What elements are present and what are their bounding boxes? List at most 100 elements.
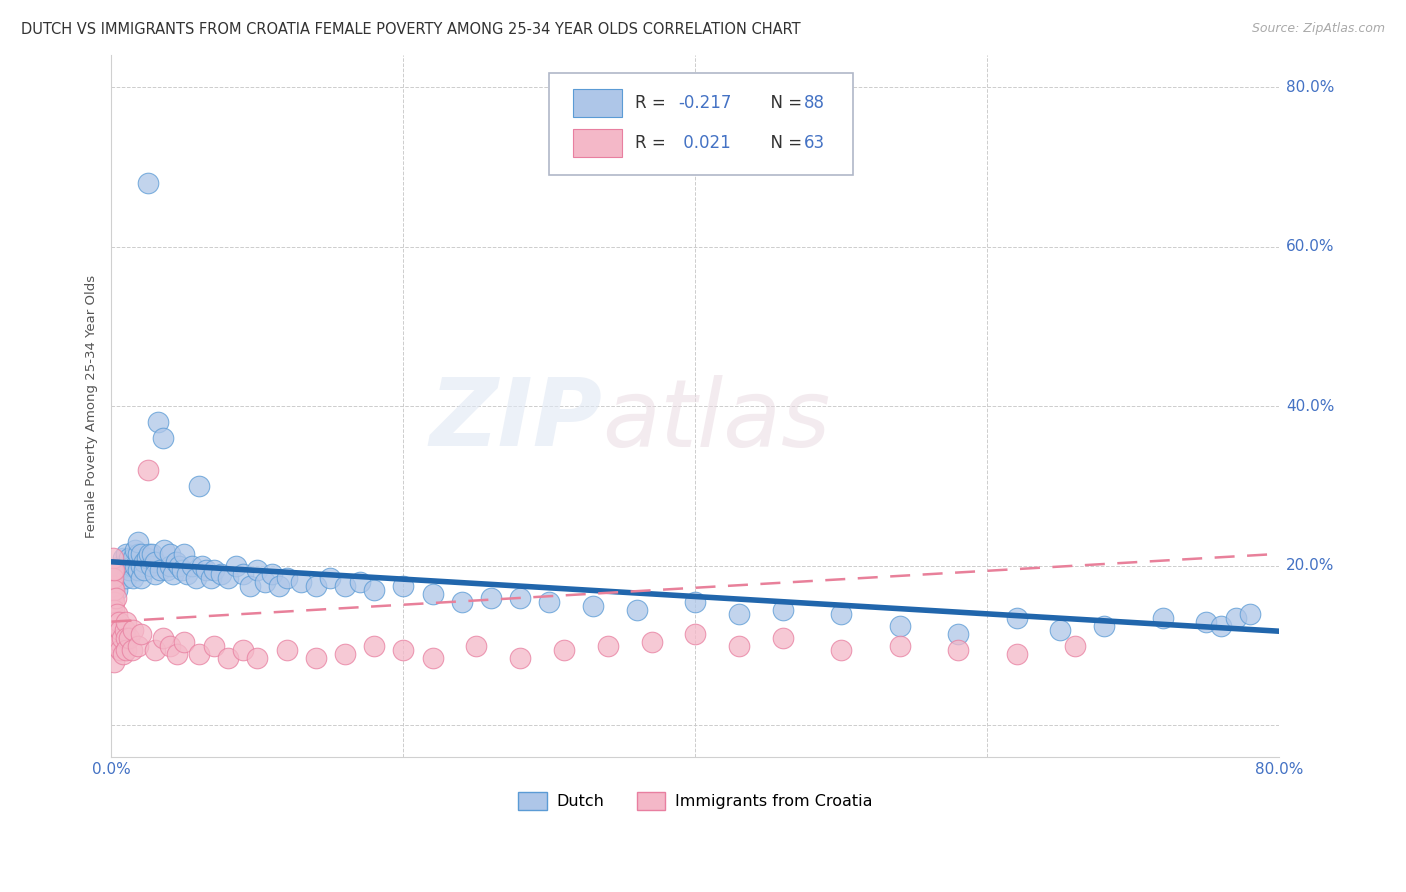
Point [110,623,132,637]
Point [276,571,298,585]
Point [136,463,159,477]
Point [1005,610,1028,624]
Text: ZIP: ZIP [429,375,602,467]
Point [127,563,149,577]
Point [685,626,707,640]
Point [465,639,488,653]
Text: 40.0%: 40.0% [1286,399,1334,414]
Point [479,591,502,605]
Point [103,563,125,577]
Point [103,618,125,632]
Point [202,639,225,653]
Point [127,639,149,653]
Y-axis label: Female Poverty Among 25-34 Year Olds: Female Poverty Among 25-34 Year Olds [86,275,98,538]
Point [162,566,184,581]
Point [103,582,125,597]
Point [232,642,254,657]
Point [138,547,160,561]
Point [626,603,648,617]
Point [101,607,124,621]
Text: DUTCH VS IMMIGRANTS FROM CROATIA FEMALE POVERTY AMONG 25-34 YEAR OLDS CORRELATIO: DUTCH VS IMMIGRANTS FROM CROATIA FEMALE … [21,22,800,37]
Point [143,566,166,581]
Point [121,642,143,657]
Point [640,634,662,648]
Point [166,647,188,661]
Point [305,650,328,665]
Point [129,547,152,561]
Point [167,558,190,573]
Point [1225,610,1247,624]
Point [105,582,128,597]
Point [269,579,291,593]
Point [115,615,138,629]
Point [830,642,852,657]
Point [186,571,208,585]
Point [333,579,356,593]
Text: 88: 88 [804,94,825,112]
Text: atlas: atlas [602,375,830,466]
Point [363,582,385,597]
Point [124,558,146,573]
Point [450,595,472,609]
Point [1152,610,1174,624]
Point [122,571,145,585]
Point [104,591,127,605]
Point [553,642,575,657]
Point [889,618,911,632]
Point [509,650,531,665]
Point [105,626,128,640]
Point [191,558,214,573]
Point [946,642,969,657]
Point [170,563,193,577]
Point [188,647,211,661]
Point [115,571,138,585]
Point [101,563,124,577]
Text: N =: N = [759,134,807,152]
Text: -0.217: -0.217 [678,94,731,112]
Point [392,579,415,593]
Point [1195,615,1218,629]
Point [200,571,222,585]
Text: 20.0%: 20.0% [1286,558,1334,574]
Point [319,571,342,585]
Point [148,415,170,429]
Point [152,631,174,645]
Point [101,571,124,585]
Point [685,595,707,609]
Point [122,623,145,637]
Point [349,574,371,589]
Text: Source: ZipAtlas.com: Source: ZipAtlas.com [1251,22,1385,36]
Point [107,615,129,629]
Point [101,579,124,593]
Point [946,626,969,640]
Point [173,634,195,648]
Point [262,566,284,581]
Point [127,547,149,561]
Point [115,558,138,573]
Text: N =: N = [759,94,807,112]
FancyBboxPatch shape [550,72,853,175]
Point [889,639,911,653]
Point [596,639,619,653]
Point [103,655,125,669]
Point [129,626,152,640]
Point [118,550,141,565]
Point [103,603,125,617]
Point [112,647,135,661]
Point [114,623,136,637]
Point [422,650,444,665]
Point [124,542,146,557]
Point [232,566,254,581]
Point [115,547,138,561]
Point [122,550,145,565]
Point [239,579,262,593]
Point [1064,639,1087,653]
Point [173,547,195,561]
Point [110,642,132,657]
Point [110,558,132,573]
Point [149,563,172,577]
Point [225,558,247,573]
Point [118,631,141,645]
Point [104,615,127,629]
Point [202,563,225,577]
